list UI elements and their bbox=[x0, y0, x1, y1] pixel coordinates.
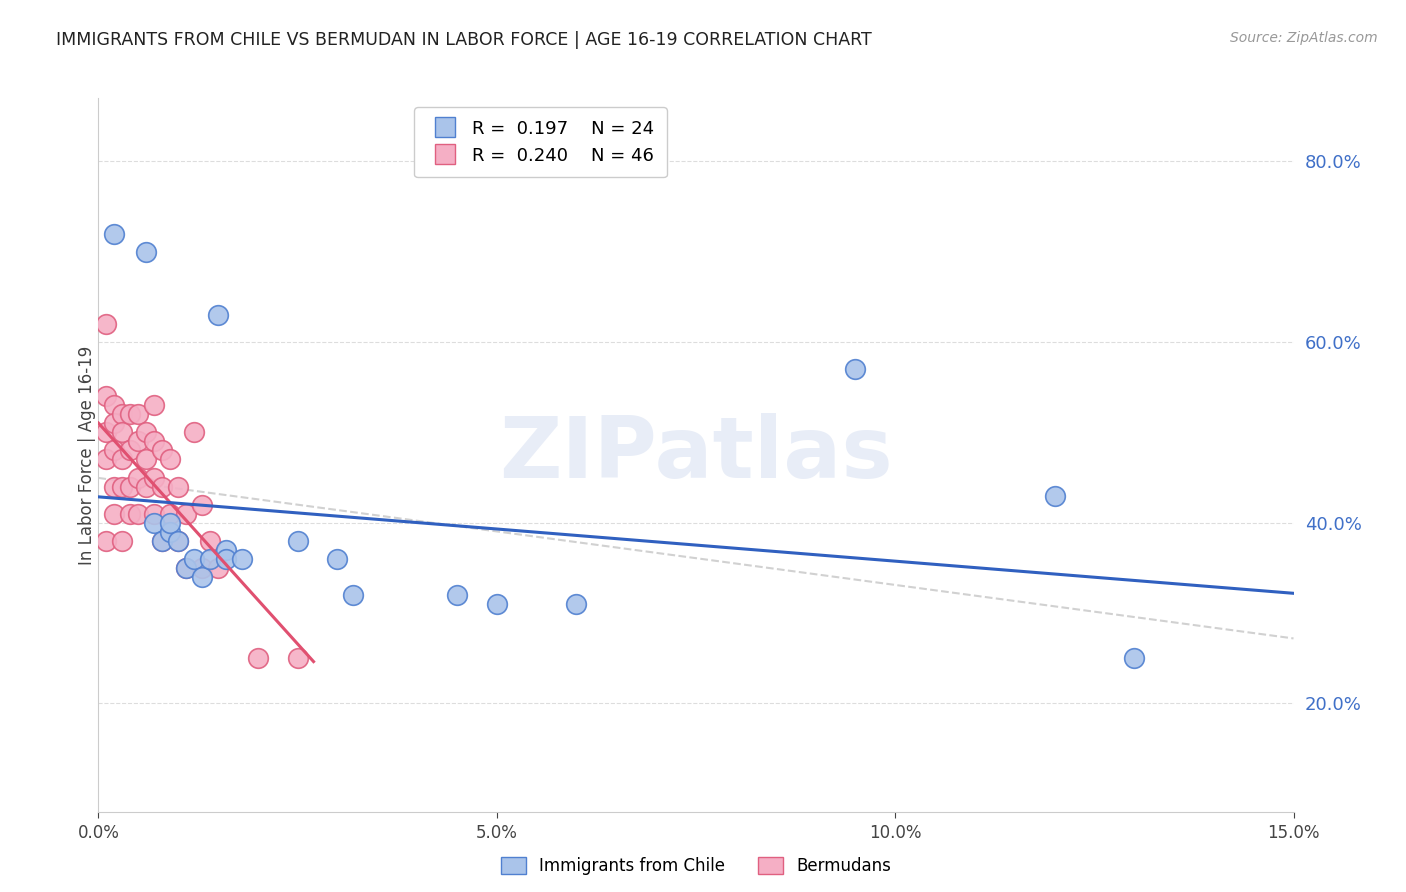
Point bbox=[111, 479, 134, 493]
Point bbox=[159, 452, 181, 467]
Point bbox=[150, 479, 173, 493]
Point bbox=[135, 479, 157, 493]
Point bbox=[191, 570, 214, 584]
Point bbox=[207, 308, 229, 322]
Point bbox=[96, 317, 118, 331]
Point bbox=[103, 507, 125, 521]
Point bbox=[167, 479, 190, 493]
Text: ZIPatlas: ZIPatlas bbox=[499, 413, 893, 497]
Point bbox=[111, 425, 134, 440]
Point bbox=[183, 425, 205, 440]
Point bbox=[287, 651, 309, 665]
Point bbox=[120, 443, 142, 458]
Point bbox=[565, 597, 588, 611]
Point bbox=[183, 551, 205, 566]
Point bbox=[167, 533, 190, 548]
Point bbox=[127, 434, 149, 449]
Point bbox=[111, 452, 134, 467]
Point bbox=[159, 524, 181, 539]
Point bbox=[215, 551, 238, 566]
Point bbox=[159, 516, 181, 530]
Point bbox=[191, 561, 214, 575]
Point bbox=[111, 407, 134, 421]
Point bbox=[150, 443, 173, 458]
Point bbox=[120, 507, 142, 521]
Point bbox=[143, 516, 166, 530]
Point bbox=[446, 588, 468, 602]
Point bbox=[143, 398, 166, 412]
Point bbox=[103, 398, 125, 412]
Point bbox=[120, 479, 142, 493]
Point bbox=[96, 452, 118, 467]
Point bbox=[127, 407, 149, 421]
Point bbox=[1043, 489, 1066, 503]
Text: IMMIGRANTS FROM CHILE VS BERMUDAN IN LABOR FORCE | AGE 16-19 CORRELATION CHART: IMMIGRANTS FROM CHILE VS BERMUDAN IN LAB… bbox=[56, 31, 872, 49]
Y-axis label: In Labor Force | Age 16-19: In Labor Force | Age 16-19 bbox=[79, 345, 96, 565]
Point bbox=[215, 542, 238, 557]
Point bbox=[96, 425, 118, 440]
Point bbox=[246, 651, 269, 665]
Point bbox=[844, 362, 866, 376]
Point bbox=[287, 533, 309, 548]
Point bbox=[135, 244, 157, 259]
Point bbox=[96, 389, 118, 403]
Point bbox=[143, 470, 166, 484]
Point bbox=[326, 551, 349, 566]
Point bbox=[127, 507, 149, 521]
Point bbox=[207, 561, 229, 575]
Point bbox=[198, 551, 221, 566]
Point bbox=[231, 551, 253, 566]
Point bbox=[191, 498, 214, 512]
Point bbox=[485, 597, 508, 611]
Point bbox=[103, 417, 125, 431]
Point bbox=[120, 407, 142, 421]
Legend: Immigrants from Chile, Bermudans: Immigrants from Chile, Bermudans bbox=[494, 850, 898, 882]
Point bbox=[150, 533, 173, 548]
Point bbox=[103, 227, 125, 241]
Point bbox=[135, 425, 157, 440]
Point bbox=[135, 452, 157, 467]
Point bbox=[174, 507, 197, 521]
Point bbox=[174, 561, 197, 575]
Point bbox=[103, 443, 125, 458]
Point bbox=[96, 533, 118, 548]
Point bbox=[1123, 651, 1146, 665]
Point bbox=[342, 588, 364, 602]
Point bbox=[111, 533, 134, 548]
Point bbox=[143, 507, 166, 521]
Point bbox=[143, 434, 166, 449]
Point bbox=[198, 533, 221, 548]
Point bbox=[127, 470, 149, 484]
Point bbox=[174, 561, 197, 575]
Point bbox=[103, 479, 125, 493]
Text: Source: ZipAtlas.com: Source: ZipAtlas.com bbox=[1230, 31, 1378, 45]
Point bbox=[167, 533, 190, 548]
Point bbox=[159, 507, 181, 521]
Point bbox=[150, 533, 173, 548]
